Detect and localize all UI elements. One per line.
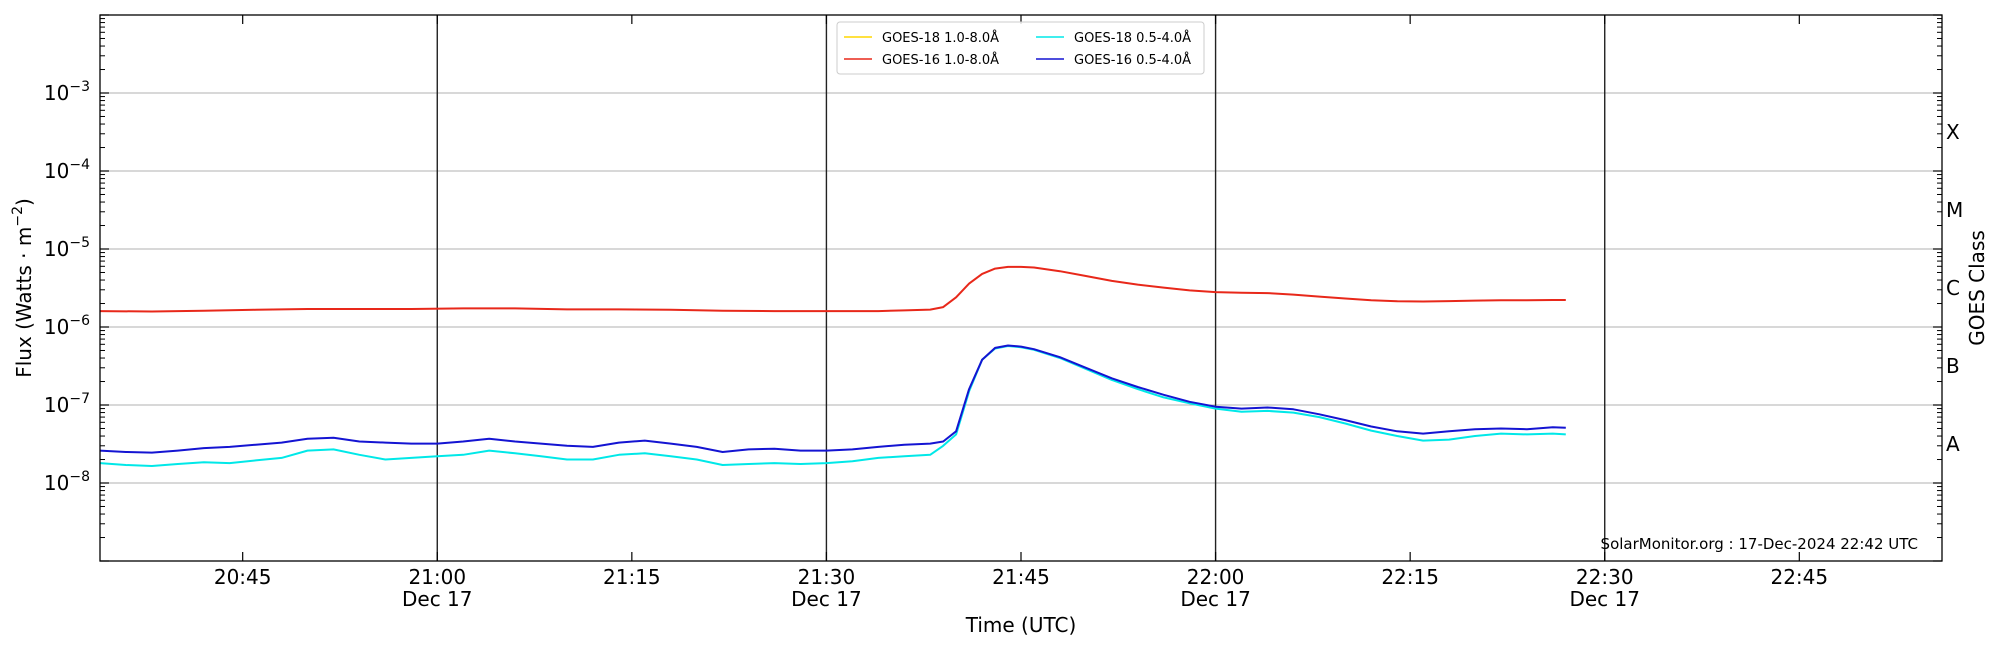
goes-class-label: X xyxy=(1946,120,1960,144)
x-tick-label: 22:00 xyxy=(1187,565,1245,589)
legend-label: GOES-16 1.0-8.0Å xyxy=(882,52,999,68)
y-tick-label: 10−3 xyxy=(44,79,90,105)
series-line xyxy=(99,345,1566,467)
gridlines xyxy=(100,92,1942,484)
y-tick-label: 10−5 xyxy=(44,235,90,261)
y-tick-base: 10 xyxy=(44,393,69,417)
y-tick-base: 10 xyxy=(44,237,69,261)
y-tick-exponent: −5 xyxy=(69,235,90,251)
y-tick-base: 10 xyxy=(44,159,69,183)
axis-ticks xyxy=(100,14,1942,562)
y-tick-exponent: −4 xyxy=(69,157,90,173)
y-tick-exponent: −7 xyxy=(69,391,90,407)
y-tick-label: 10−4 xyxy=(44,157,90,183)
y-tick-exponent: −3 xyxy=(69,79,90,95)
series-lines xyxy=(99,265,1566,467)
x-tick-date-label: Dec 17 xyxy=(791,587,862,611)
y-axis-title-exponent: −2 xyxy=(10,206,26,227)
y-tick-base: 10 xyxy=(44,471,69,495)
y-tick-base: 10 xyxy=(44,315,69,339)
y-tick-label: 10−7 xyxy=(44,391,90,417)
series-line xyxy=(99,265,1566,313)
goes-class-labels: A B C M X xyxy=(1946,120,1963,456)
legend-label: GOES-16 0.5-4.0Å xyxy=(1074,52,1191,68)
goes-class-label: B xyxy=(1946,354,1960,378)
y-tick-labels: 10−810−710−610−510−410−3 xyxy=(44,79,90,495)
x-tick-label: 22:15 xyxy=(1381,565,1439,589)
y-tick-base: 10 xyxy=(44,81,69,105)
series-line xyxy=(99,344,1566,454)
x-tick-label: 21:45 xyxy=(992,565,1050,589)
y-tick-exponent: −8 xyxy=(69,469,90,485)
x-tick-label: 22:30 xyxy=(1576,565,1634,589)
x-tick-label: 21:30 xyxy=(798,565,856,589)
x-tick-date-label: Dec 17 xyxy=(402,587,473,611)
legend: GOES-18 1.0-8.0Å GOES-16 1.0-8.0Å GOES-18 … xyxy=(836,21,1205,75)
credit-text: SolarMonitor.org : 17-Dec-2024 22:42 UTC xyxy=(1601,535,1918,553)
y-tick-label: 10−6 xyxy=(44,313,90,339)
y-tick-exponent: −6 xyxy=(69,313,90,329)
x-tick-label: 20:45 xyxy=(214,565,272,589)
legend-box xyxy=(836,21,1205,75)
y-tick-label: 10−8 xyxy=(44,469,90,495)
x-tick-date-label: Dec 17 xyxy=(1569,587,1640,611)
day-markers xyxy=(436,15,1606,561)
x-axis-title: Time (UTC) xyxy=(965,613,1077,637)
goes-class-label: C xyxy=(1946,276,1960,300)
legend-label: GOES-18 1.0-8.0Å xyxy=(882,30,999,46)
y-axis-title-suffix: ) xyxy=(12,198,36,206)
legend-label: GOES-18 0.5-4.0Å xyxy=(1074,30,1191,46)
x-tick-label: 21:15 xyxy=(603,565,661,589)
x-tick-date-label: Dec 17 xyxy=(1180,587,1251,611)
goes-class-label: A xyxy=(1946,432,1960,456)
y-axis-title: Flux (Watts · m−2) xyxy=(10,198,36,378)
goes-class-label: M xyxy=(1946,198,1963,222)
plot-area xyxy=(100,15,1942,561)
x-tick-label: 21:00 xyxy=(408,565,466,589)
right-axis-title: GOES Class xyxy=(1965,230,1989,346)
x-tick-label: 22:45 xyxy=(1770,565,1828,589)
y-axis-title-prefix: Flux (Watts · m xyxy=(12,227,36,378)
